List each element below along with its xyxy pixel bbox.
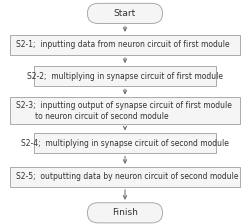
FancyBboxPatch shape bbox=[88, 3, 162, 24]
FancyBboxPatch shape bbox=[10, 97, 240, 124]
FancyBboxPatch shape bbox=[10, 35, 240, 55]
Text: S2-1;  inputting data from neuron circuit of first module: S2-1; inputting data from neuron circuit… bbox=[16, 40, 230, 49]
Text: S2-5;  outputting data by neuron circuit of second module: S2-5; outputting data by neuron circuit … bbox=[16, 172, 239, 181]
Text: S2-4;  multiplying in synapse circuit of second module: S2-4; multiplying in synapse circuit of … bbox=[21, 139, 229, 148]
FancyBboxPatch shape bbox=[34, 133, 216, 153]
FancyBboxPatch shape bbox=[88, 203, 162, 223]
FancyBboxPatch shape bbox=[10, 167, 240, 187]
Text: Start: Start bbox=[114, 9, 136, 18]
Text: S2-2;  multiplying in synapse circuit of first module: S2-2; multiplying in synapse circuit of … bbox=[27, 72, 223, 81]
FancyBboxPatch shape bbox=[34, 66, 216, 86]
Text: S2-3;  inputting output of synapse circuit of first module
        to neuron cir: S2-3; inputting output of synapse circui… bbox=[16, 101, 232, 121]
Text: Finish: Finish bbox=[112, 208, 138, 217]
